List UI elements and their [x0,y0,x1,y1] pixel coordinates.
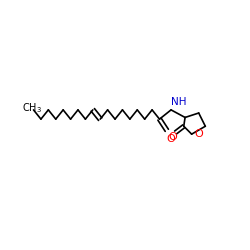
Text: O: O [194,129,203,139]
Text: CH$_3$: CH$_3$ [22,101,42,115]
Text: O: O [168,132,177,142]
Text: O: O [166,134,175,144]
Text: NH: NH [172,97,187,107]
